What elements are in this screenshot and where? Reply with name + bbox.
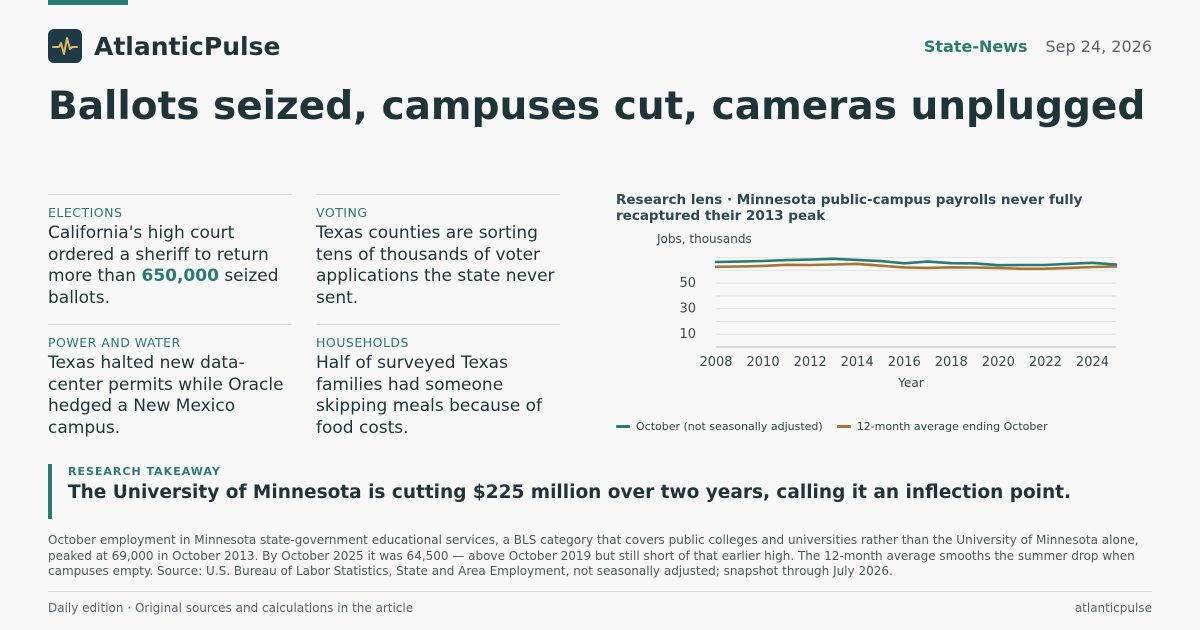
x-tick-label: 2010 <box>747 355 780 370</box>
y-tick-label: 50 <box>679 276 696 291</box>
legend-swatch <box>836 425 851 428</box>
payroll-line-chart: 10 30 50 2008 2010 2012 2014 2016 2018 2020 2022 20… <box>656 232 1118 390</box>
legend-swatch <box>616 425 630 428</box>
x-tick-label: 2016 <box>888 355 921 370</box>
research-takeaway: RESEARCH TAKEAWAY The University of Minn… <box>48 464 1156 519</box>
y-tick-label: 30 <box>679 302 696 317</box>
series-line-0 <box>714 257 1118 267</box>
brief-voting[interactable]: VOTING Texas counties are sorting tens o… <box>316 194 560 309</box>
brief-kicker: HOUSEHOLDS <box>316 335 409 350</box>
brief-power-and-water[interactable]: POWER AND WATER Texas halted new data-ce… <box>48 324 292 439</box>
legend-label: October (not seasonally adjusted) <box>636 420 823 433</box>
x-tick-label: 2022 <box>1029 355 1062 370</box>
takeaway-text: The University of Minnesota is cutting $… <box>68 482 1072 503</box>
top-accent-bar <box>48 0 128 5</box>
x-tick-label: 2012 <box>794 355 827 370</box>
highlight-number: 650,000 <box>141 266 219 287</box>
chart-title: Research lens · Minnesota public-campus … <box>616 192 1083 224</box>
brief-text: California's high court ordered a sherif… <box>48 223 279 308</box>
methodology-note: October employment in Minnesota state-go… <box>48 533 1139 578</box>
brief-text: Texas counties are sorting tens of thous… <box>316 223 555 308</box>
brand[interactable]: AtlanticPulse <box>48 29 280 63</box>
brief-text: Texas halted new data-center permits whi… <box>48 353 284 438</box>
takeaway-kicker: RESEARCH TAKEAWAY <box>68 465 221 478</box>
x-tick-label: 2008 <box>699 355 732 370</box>
y-axis-label: Jobs, thousands <box>656 232 752 246</box>
brief-kicker: ELECTIONS <box>48 205 123 220</box>
brief-text: Half of surveyed Texas families had some… <box>316 353 543 438</box>
y-tick-label: 10 <box>679 327 696 342</box>
legend-item-average: 12-month average ending October <box>836 420 1048 433</box>
footer-site-link[interactable]: atlanticpulse <box>1074 601 1152 615</box>
publish-date: Sep 24, 2026 <box>1045 36 1153 56</box>
site-header: AtlanticPulse State-News Sep 24, 2026 <box>48 28 1152 64</box>
x-tick-label: 2014 <box>841 355 874 370</box>
footer: Daily edition · Original sources and cal… <box>48 591 1152 615</box>
x-axis-label: Year <box>897 376 923 390</box>
pulse-line-icon <box>48 29 82 63</box>
footer-edition-note: Daily edition · Original sources and cal… <box>48 601 414 615</box>
x-tick-label: 2018 <box>935 355 968 370</box>
brief-kicker: VOTING <box>316 205 368 220</box>
legend-label: 12-month average ending October <box>856 420 1048 433</box>
series-line-1 <box>714 262 1118 271</box>
brand-name: AtlanticPulse <box>94 31 281 61</box>
x-tick-label: 2024 <box>1076 355 1109 370</box>
brief-households[interactable]: HOUSEHOLDS Half of surveyed Texas famili… <box>316 324 560 439</box>
brief-elections[interactable]: ELECTIONS California's high court ordere… <box>48 194 292 309</box>
page-headline: Ballots seized, campuses cut, cameras un… <box>48 84 1146 129</box>
legend-item-october: October (not seasonally adjusted) <box>616 420 823 433</box>
x-tick-label: 2020 <box>982 355 1015 370</box>
chart-legend: October (not seasonally adjusted) 12-mon… <box>616 420 1048 433</box>
section-link[interactable]: State-News <box>923 36 1028 56</box>
brief-kicker: POWER AND WATER <box>48 335 181 350</box>
